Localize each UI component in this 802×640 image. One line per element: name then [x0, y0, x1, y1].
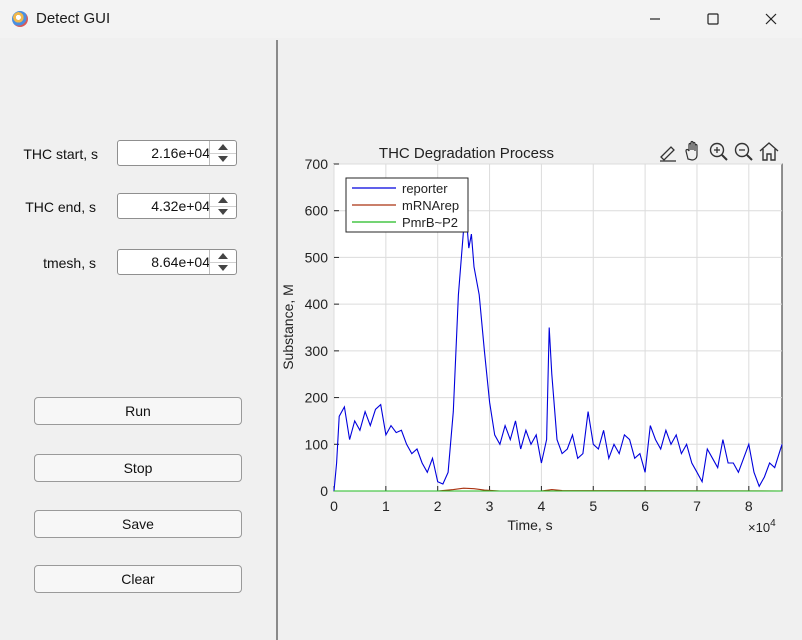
caret-up-icon — [218, 197, 228, 203]
chart-title: THC Degradation Process — [379, 145, 554, 162]
zoom-in-icon[interactable] — [709, 142, 728, 161]
legend-label: PmrB~P2 — [402, 215, 458, 230]
pan-hand-icon[interactable] — [685, 140, 698, 161]
maximize-icon — [707, 13, 719, 25]
app-icon — [12, 11, 28, 27]
home-icon[interactable] — [759, 142, 779, 161]
minimize-button[interactable] — [632, 0, 678, 38]
x-exponent-label: ×104 — [748, 518, 776, 535]
x-exponent-power: 4 — [770, 518, 776, 529]
thc-end-arrows — [209, 194, 236, 218]
thc-end-spinner[interactable]: 4.32e+04 — [117, 193, 237, 219]
plot-panel: THC Degradation Process — [278, 40, 802, 640]
thc-start-label: THC start, s — [23, 146, 98, 162]
x-tick-label: 6 — [641, 498, 649, 514]
thc-start-value[interactable]: 2.16e+04 — [151, 145, 210, 161]
y-tick-label: 700 — [305, 156, 329, 172]
thc-start-arrows — [209, 141, 236, 165]
series-lines — [333, 215, 783, 492]
caret-down-icon — [218, 209, 228, 215]
x-tick-label: 5 — [589, 498, 597, 514]
legend-label: reporter — [402, 181, 448, 196]
y-tick-label: 0 — [320, 483, 328, 499]
thc-start-decrement[interactable] — [210, 153, 236, 165]
tmesh-decrement[interactable] — [210, 262, 236, 274]
x-tick-label: 4 — [538, 498, 546, 514]
stop-button[interactable]: Stop — [34, 454, 242, 482]
y-axis: 0 100 200 300 400 500 600 700 — [305, 156, 339, 499]
thc-end-decrement[interactable] — [210, 206, 236, 218]
series-line-reporter — [333, 215, 783, 492]
thc-start-increment[interactable] — [210, 141, 236, 154]
thc-end-value[interactable]: 4.32e+04 — [151, 198, 210, 214]
tmesh-spinner[interactable]: 8.64e+04 — [117, 249, 237, 275]
y-tick-label: 600 — [305, 203, 329, 219]
y-tick-label: 100 — [305, 436, 329, 452]
y-axis-label: Substance, M — [280, 284, 296, 370]
caret-down-icon — [218, 156, 228, 162]
x-exponent-base: ×10 — [748, 520, 770, 535]
tmesh-increment[interactable] — [210, 250, 236, 263]
caret-up-icon — [218, 144, 228, 150]
zoom-out-icon[interactable] — [734, 142, 753, 161]
y-tick-label: 400 — [305, 296, 329, 312]
y-tick-label: 200 — [305, 390, 329, 406]
tmesh-label: tmesh, s — [43, 255, 96, 271]
y-tick-label: 500 — [305, 249, 329, 265]
control-panel: THC start, s 2.16e+04 THC end, s 4.32e+0… — [2, 40, 276, 640]
x-tick-label: 0 — [330, 498, 338, 514]
save-button[interactable]: Save — [34, 510, 242, 538]
x-tick-label: 7 — [693, 498, 701, 514]
y-tick-label: 300 — [305, 343, 329, 359]
caret-up-icon — [218, 253, 228, 259]
brush-icon[interactable] — [660, 146, 676, 162]
x-tick-label: 3 — [486, 498, 494, 514]
title-bar[interactable]: Detect GUI — [0, 0, 802, 38]
tmesh-arrows — [209, 250, 236, 274]
window-title: Detect GUI — [36, 10, 111, 27]
caret-down-icon — [218, 265, 228, 271]
chart-svg: THC Degradation Process — [280, 140, 783, 535]
panel-divider[interactable] — [276, 40, 278, 640]
tmesh-value[interactable]: 8.64e+04 — [151, 254, 210, 270]
thc-start-spinner[interactable]: 2.16e+04 — [117, 140, 237, 166]
x-axis-label: Time, s — [507, 517, 552, 533]
close-button[interactable] — [748, 0, 794, 38]
x-tick-label: 2 — [434, 498, 442, 514]
clear-button[interactable]: Clear — [34, 565, 242, 593]
thc-end-increment[interactable] — [210, 194, 236, 207]
chart-legend[interactable]: reporter mRNArep PmrB~P2 — [345, 177, 469, 233]
minimize-icon — [650, 18, 660, 20]
x-axis: 0 1 2 3 4 5 6 7 8 — [330, 486, 753, 514]
maximize-button[interactable] — [690, 0, 736, 38]
x-tick-label: 8 — [745, 498, 753, 514]
thc-end-label: THC end, s — [25, 199, 96, 215]
run-button[interactable]: Run — [34, 397, 242, 425]
x-tick-label: 1 — [382, 498, 390, 514]
series-line-mrnarep — [334, 487, 783, 492]
close-icon — [765, 13, 777, 25]
legend-label: mRNArep — [402, 198, 459, 213]
